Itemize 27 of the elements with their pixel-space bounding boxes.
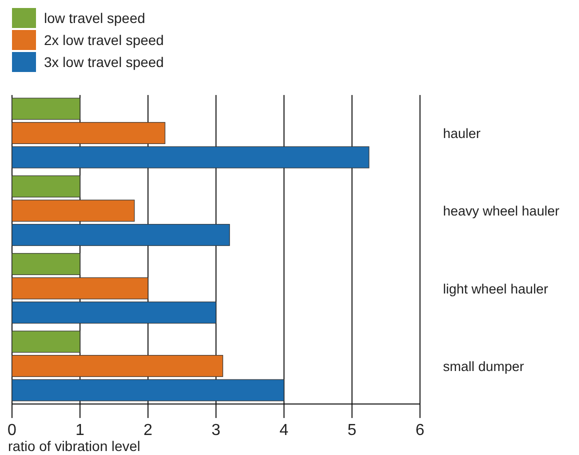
bar xyxy=(12,200,135,222)
y-tick-label: light wheel hauler xyxy=(443,281,549,296)
bar xyxy=(12,253,80,276)
bar xyxy=(12,379,284,402)
bar xyxy=(12,302,216,324)
y-tick-label: hauler xyxy=(443,126,482,142)
bar xyxy=(12,122,166,144)
bar xyxy=(12,98,80,120)
x-tick-label: 3 xyxy=(212,422,221,439)
bar xyxy=(12,224,230,246)
x-tick-label: 2 xyxy=(144,422,153,439)
legend-label: 3x low travel speed xyxy=(44,54,164,70)
legend-label: low travel speed xyxy=(44,10,146,26)
y-tick-label: heavy wheel hauler xyxy=(443,204,560,219)
legend-label: 2x low travel speed xyxy=(44,32,164,48)
y-tick-label: small dumper xyxy=(443,358,525,374)
x-tick-label: 0 xyxy=(8,422,17,439)
x-tick-label: 1 xyxy=(76,422,85,439)
bar xyxy=(12,277,148,300)
x-tick-label: 4 xyxy=(280,422,289,439)
bar xyxy=(12,175,80,198)
x-tick-label: 6 xyxy=(416,422,425,439)
x-axis-title: ratio of vibration level xyxy=(8,438,140,454)
x-tick-label: 5 xyxy=(348,422,357,439)
bar xyxy=(12,330,80,353)
bar xyxy=(12,146,370,168)
bar xyxy=(12,354,224,377)
